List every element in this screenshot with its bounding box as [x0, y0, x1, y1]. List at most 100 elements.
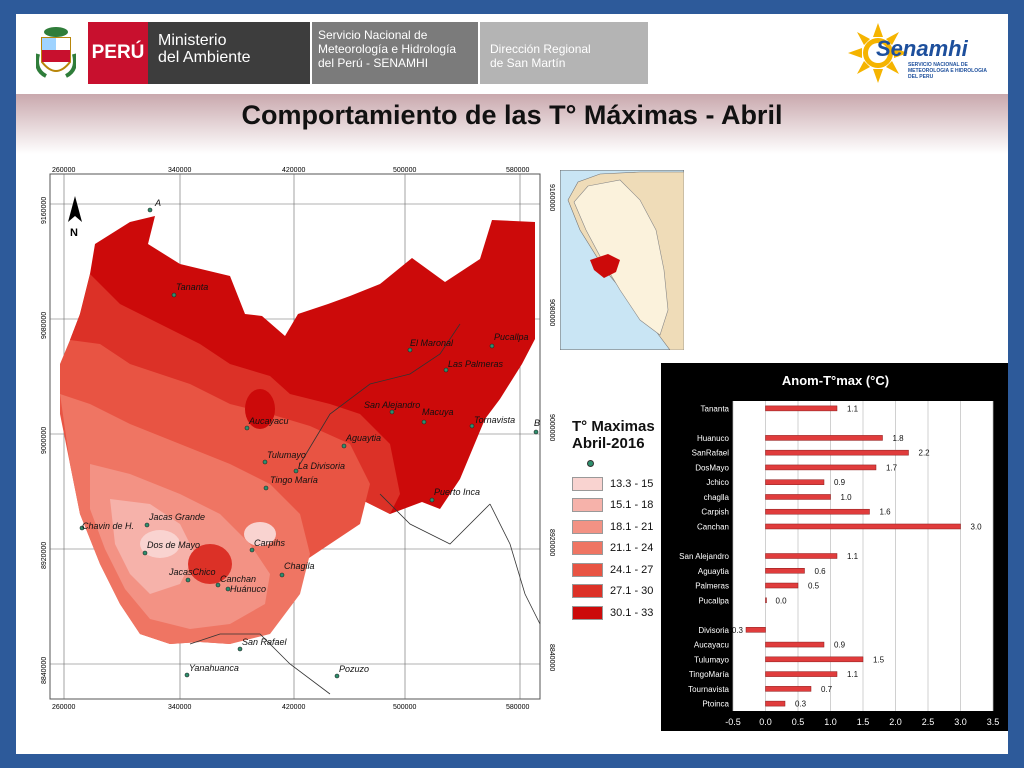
- bottom-tick-4: 580000: [506, 704, 529, 711]
- place-23: Pozuzo: [339, 664, 369, 674]
- category-label: Carpish: [701, 508, 729, 517]
- bar: [765, 494, 831, 500]
- legend-label: 27.1 - 30: [610, 585, 654, 598]
- right-tick-4: 8840000: [548, 644, 555, 671]
- legend-label: 21.1 - 24: [610, 542, 654, 555]
- place-1: El Maronal: [410, 338, 454, 348]
- place-17: Chagila: [284, 561, 315, 571]
- corner-label-b: B: [534, 418, 540, 428]
- bottom-tick-3: 500000: [393, 704, 416, 711]
- right-tick-1: 9080000: [548, 299, 555, 326]
- legend-swatch: [572, 562, 603, 577]
- anomaly-bar-chart: -0.5 0.0 0.5 1.0 1.5 2.0 2.5 3.0 3.5 Tananta 1.1 Hu…: [679, 401, 999, 727]
- service-line-3: del Perú - SENAMHI: [318, 56, 429, 70]
- place-12: Puerto Inca: [434, 487, 480, 497]
- place-2: Pucallpa: [494, 332, 529, 342]
- right-tick-3: 8920000: [548, 529, 555, 556]
- bar: [765, 405, 838, 412]
- data-label: 0.3: [795, 700, 807, 709]
- bar: [765, 435, 883, 441]
- data-label: 1.0: [841, 493, 853, 502]
- top-tick-0: 260000: [52, 167, 75, 174]
- bottom-tick-1: 340000: [168, 704, 191, 711]
- x-tick-label: 2.5: [922, 717, 935, 727]
- category-label: DosMayo: [695, 463, 729, 472]
- category-label: Canchan: [697, 522, 729, 531]
- highlighted-region: [590, 254, 620, 278]
- data-label: 0.6: [815, 567, 827, 576]
- legend-label: 15.1 - 18: [610, 499, 654, 512]
- data-label: 1.6: [880, 508, 892, 517]
- legend-swatch: [572, 519, 603, 534]
- data-label: 1.5: [873, 655, 885, 664]
- x-tick-label: 3.0: [954, 717, 967, 727]
- bottom-tick-0: 260000: [52, 704, 75, 711]
- right-tick-2: 9000000: [548, 414, 555, 441]
- map-legend: T° Maximas Abril-2016 13.3 - 15 15.1 - 1…: [572, 418, 682, 624]
- legend-swatch: [572, 476, 603, 491]
- left-tick-0: 9160000: [41, 197, 48, 224]
- bar: [765, 700, 786, 707]
- bar: [765, 686, 812, 692]
- legend-label: 18.1 - 21: [610, 520, 654, 533]
- coat-of-arms-icon: [36, 27, 76, 78]
- legend-row: 24.1 - 27: [572, 559, 682, 581]
- place-9: Tulumayo: [267, 450, 306, 460]
- hot-spot-tingo-maria: [245, 389, 275, 429]
- data-label: 1.7: [886, 463, 898, 472]
- peru-label: PERÚ: [88, 22, 148, 84]
- bar: [765, 479, 825, 485]
- x-tick-label: -0.5: [725, 717, 741, 727]
- legend-swatch: [572, 584, 603, 599]
- station-marker-icon: [587, 460, 594, 467]
- service-line-2: Meteorología e Hidrología: [318, 42, 457, 56]
- bar: [765, 641, 825, 648]
- data-label: 0.7: [821, 685, 833, 694]
- senamhi-sun-logo-icon: [848, 23, 908, 83]
- place-13: Jacas Grande: [148, 512, 205, 522]
- ministry-label: Ministerio del Ambiente: [148, 22, 310, 84]
- data-label: 3.0: [971, 522, 983, 531]
- category-label: Aguaytia: [698, 567, 730, 576]
- category-label: SanRafael: [692, 449, 730, 458]
- legend-row: 13.3 - 15: [572, 473, 682, 495]
- legend-row: 27.1 - 30: [572, 581, 682, 603]
- legend-swatch: [572, 498, 603, 513]
- bar: [745, 627, 766, 633]
- place-14: Chavin de H.: [82, 521, 134, 531]
- data-label: 1.1: [847, 670, 859, 679]
- senamhi-subtitle: SERVICIO NACIONAL DE METEOROLOGIA E HIDR…: [908, 62, 987, 80]
- bar: [765, 656, 864, 663]
- hot-spot-huanuco: [188, 544, 232, 584]
- data-label: 0.9: [834, 478, 846, 487]
- left-tick-2: 9000000: [41, 427, 48, 454]
- data-label: 1.8: [893, 434, 905, 443]
- top-tick-4: 580000: [506, 167, 529, 174]
- data-label: 1.1: [847, 404, 859, 413]
- legend-row: 21.1 - 24: [572, 538, 682, 560]
- left-tick-1: 9080000: [41, 312, 48, 339]
- bar: [765, 671, 838, 677]
- place-20: Huánuco: [230, 584, 266, 594]
- senamhi-name: Senamhi: [876, 36, 968, 61]
- service-label: Servicio Nacional de Meteorología e Hidr…: [312, 22, 478, 84]
- place-21: San Rafael: [242, 637, 288, 647]
- legend-row: 15.1 - 18: [572, 495, 682, 517]
- data-label: 1.1: [847, 552, 859, 561]
- legend-swatch: [572, 605, 603, 620]
- bar: [765, 464, 877, 471]
- data-label: 2.2: [919, 449, 931, 458]
- direction-line-2: de San Martín: [490, 56, 566, 70]
- bar: [765, 597, 767, 604]
- peru-locator-map: [560, 170, 684, 350]
- top-tick-2: 420000: [282, 167, 305, 174]
- x-tick-label: 0.5: [792, 717, 805, 727]
- place-8: Aguaytia: [345, 433, 381, 443]
- x-tick-label: 1.0: [824, 717, 837, 727]
- x-tick-label: 1.5: [857, 717, 870, 727]
- page-title: Comportamiento de las T° Máximas - Abril: [241, 100, 783, 130]
- data-label: 0.9: [834, 641, 846, 650]
- bar: [765, 508, 870, 515]
- title-band: [16, 94, 1008, 154]
- service-line-1: Servicio Nacional de: [318, 28, 428, 42]
